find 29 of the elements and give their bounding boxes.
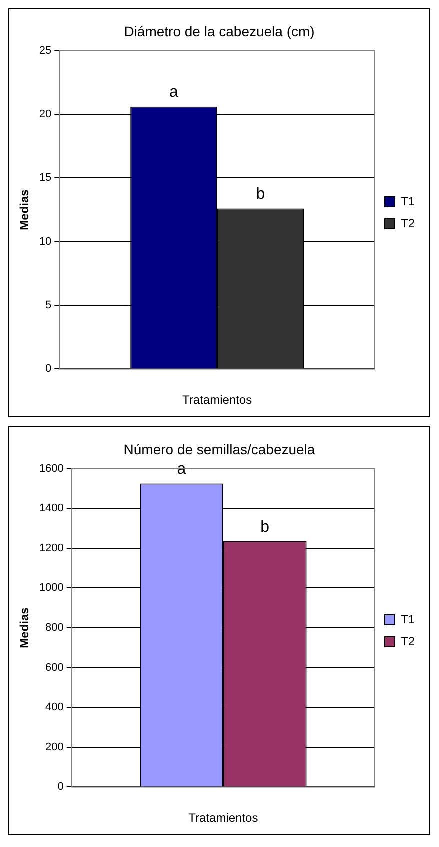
y-tick-label: 1400 [39, 502, 64, 515]
y-tick-label: 1000 [39, 582, 64, 594]
y-tick-label: 10 [39, 236, 52, 248]
chart-title: Diámetro de la cabezuela (cm) [124, 23, 315, 40]
y-axis-title: Medias [18, 607, 32, 648]
annotation: b [256, 186, 266, 204]
x-axis-title: Tratamientos [188, 811, 258, 826]
chart-title: Número de semillas/cabezuela [124, 441, 316, 458]
legend-label: T2 [400, 634, 416, 648]
y-tick-label: 200 [46, 741, 64, 754]
y-tick-label: 15 [39, 172, 52, 184]
y-tick-label: 5 [46, 300, 52, 312]
y-tick-label: 800 [46, 622, 64, 634]
y-tick-label: 400 [46, 702, 64, 714]
y-tick-label: 1200 [39, 542, 64, 554]
y-tick-label: 25 [39, 44, 52, 57]
y-axis-title: Medias [18, 189, 32, 230]
legend-label: T2 [400, 216, 416, 230]
annotation: a [177, 461, 186, 478]
y-tick-label: 0 [58, 781, 64, 794]
y-tick-label: 1600 [39, 462, 64, 475]
y-tick-label: 600 [46, 662, 64, 674]
y-tick-label: 20 [39, 108, 52, 121]
legend-label: T1 [400, 194, 416, 208]
y-tick-label: 0 [46, 363, 52, 376]
annotation: b [260, 518, 270, 536]
x-axis-title: Tratamientos [182, 393, 252, 408]
annotation: a [170, 84, 178, 102]
legend-label: T1 [400, 612, 416, 626]
